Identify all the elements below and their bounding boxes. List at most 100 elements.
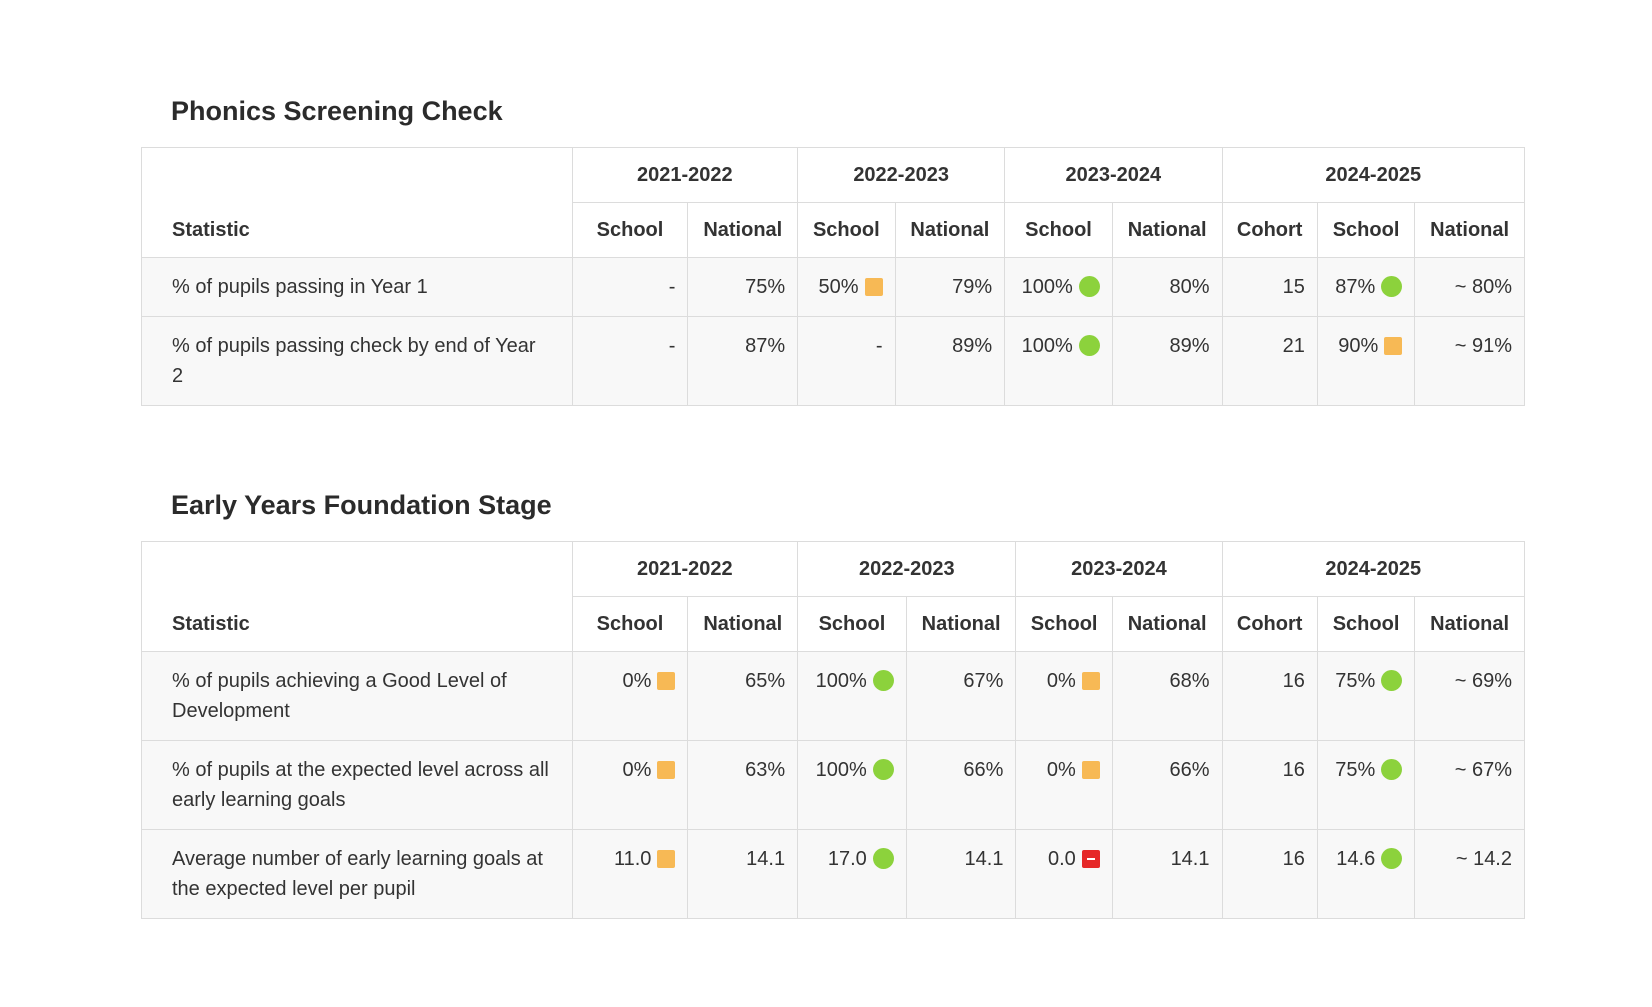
school-value: 75% [1316, 740, 1416, 830]
national-value: 80% [1111, 257, 1223, 317]
green-circle-icon [1381, 759, 1403, 780]
year-header-2021-2022: 2021-2022 [571, 541, 799, 597]
amber-square-icon [1384, 337, 1403, 355]
green-circle-icon [1078, 335, 1100, 356]
green-circle-icon [872, 670, 894, 691]
school-value: 100% [797, 740, 907, 830]
eyfs-section: Early Years Foundation Stage Statistic 2… [141, 475, 1525, 919]
school-value: 50% [797, 257, 896, 317]
school-value: 0% [571, 651, 689, 741]
national-value: ~ 14.2 [1414, 829, 1525, 919]
school-value: 87% [1316, 257, 1416, 317]
table-row: % of pupils at the expected level across… [141, 740, 1525, 830]
green-circle-icon [1381, 276, 1403, 297]
year-header-2024-2025: 2024-2025 [1221, 541, 1525, 597]
amber-square-icon [864, 278, 883, 296]
national-value: 89% [1111, 316, 1223, 406]
national-value: 14.1 [687, 829, 799, 919]
statistic-header: Statistic [141, 541, 573, 652]
statistic-header: Statistic [141, 147, 573, 258]
col-school: School [1015, 596, 1113, 652]
row-label: % of pupils passing in Year 1 [141, 257, 573, 317]
cohort-value: 16 [1221, 829, 1318, 919]
col-cohort: Cohort [1221, 596, 1318, 652]
school-value: 17.0 [797, 829, 907, 919]
green-circle-icon [1381, 848, 1403, 869]
col-school: School [797, 202, 896, 258]
col-national: National [1414, 596, 1525, 652]
national-value: 14.1 [1111, 829, 1223, 919]
col-national: National [1111, 596, 1223, 652]
table-row: % of pupils passing in Year 1 - 75% 50% … [141, 257, 1525, 317]
year-header-2024-2025: 2024-2025 [1221, 147, 1526, 203]
national-value: 65% [687, 651, 799, 741]
national-value: 87% [687, 316, 799, 406]
green-circle-icon [872, 759, 894, 780]
row-label: % of pupils passing check by end of Year… [141, 316, 573, 406]
national-value: 63% [687, 740, 799, 830]
table-row: % of pupils achieving a Good Level of De… [141, 651, 1525, 741]
amber-square-icon [657, 761, 676, 779]
national-value: ~ 91% [1414, 316, 1525, 406]
school-value: - [571, 257, 689, 317]
eyfs-table: Statistic 2021-2022 2022-2023 2023-2024 … [141, 541, 1525, 919]
green-circle-icon [872, 848, 894, 869]
school-value: 0% [1015, 651, 1113, 741]
col-national: National [1414, 202, 1525, 258]
school-value: 100% [1004, 257, 1113, 317]
table-row: % of pupils passing check by end of Year… [141, 316, 1525, 406]
section-title: Phonics Screening Check [171, 96, 503, 126]
school-value: 11.0 [571, 829, 689, 919]
row-label: Average number of early learning goals a… [141, 829, 573, 919]
year-header-2023-2024: 2023-2024 [1004, 147, 1223, 203]
national-value: 75% [687, 257, 799, 317]
school-value: - [571, 316, 689, 406]
national-value: 68% [1111, 651, 1223, 741]
col-school: School [571, 596, 689, 652]
national-value: ~ 80% [1414, 257, 1525, 317]
section-title: Early Years Foundation Stage [171, 490, 552, 520]
school-value: 0% [571, 740, 689, 830]
col-national: National [1111, 202, 1223, 258]
year-header-2022-2023: 2022-2023 [797, 541, 1017, 597]
col-school: School [1316, 202, 1416, 258]
table-row: Average number of early learning goals a… [141, 829, 1525, 919]
school-value: 100% [1004, 316, 1113, 406]
national-value: 67% [905, 651, 1017, 741]
year-header-2021-2022: 2021-2022 [571, 147, 799, 203]
school-value: 75% [1316, 651, 1416, 741]
national-value: 66% [1111, 740, 1223, 830]
col-school: School [1004, 202, 1113, 258]
school-value: 0.0 [1015, 829, 1113, 919]
year-header-2022-2023: 2022-2023 [797, 147, 1006, 203]
national-value: 79% [894, 257, 1006, 317]
national-value: ~ 69% [1414, 651, 1525, 741]
cohort-value: 21 [1221, 316, 1318, 406]
national-value: ~ 67% [1414, 740, 1525, 830]
amber-square-icon [1081, 672, 1100, 690]
col-cohort: Cohort [1221, 202, 1318, 258]
green-circle-icon [1078, 276, 1100, 297]
col-national: National [687, 202, 799, 258]
phonics-table: Statistic 2021-2022 2022-2023 2023-2024 … [141, 147, 1526, 406]
national-value: 66% [905, 740, 1017, 830]
red-minus-icon [1081, 850, 1100, 868]
cohort-value: 16 [1221, 740, 1318, 830]
phonics-section: Phonics Screening Check Statistic 2021-2… [141, 81, 1526, 406]
col-national: National [687, 596, 799, 652]
amber-square-icon [1081, 761, 1100, 779]
col-school: School [571, 202, 689, 258]
cohort-value: 15 [1221, 257, 1318, 317]
col-national: National [894, 202, 1006, 258]
year-header-2023-2024: 2023-2024 [1015, 541, 1223, 597]
national-value: 14.1 [905, 829, 1017, 919]
school-value: 90% [1316, 316, 1416, 406]
school-value: 14.6 [1316, 829, 1416, 919]
school-value: 0% [1015, 740, 1113, 830]
cohort-value: 16 [1221, 651, 1318, 741]
row-label: % of pupils at the expected level across… [141, 740, 573, 830]
amber-square-icon [657, 850, 676, 868]
school-value: 100% [797, 651, 907, 741]
national-value: 89% [894, 316, 1006, 406]
school-value: - [797, 316, 896, 406]
